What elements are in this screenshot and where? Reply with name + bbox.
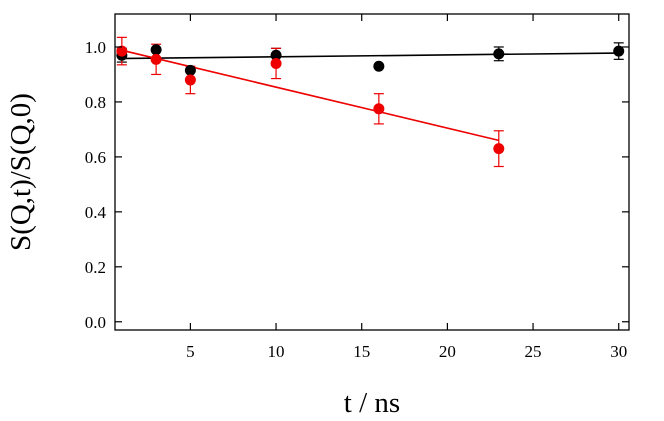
y-tick-label: 0.8	[85, 93, 106, 112]
data-point	[184, 64, 196, 76]
fit-line	[121, 52, 619, 60]
x-tick-label: 30	[610, 342, 627, 361]
data-points	[116, 44, 625, 155]
y-tick-label: 1.0	[85, 38, 106, 57]
x-tick-label: 20	[439, 342, 456, 361]
x-tick-label: 10	[268, 342, 285, 361]
data-point	[270, 57, 282, 69]
x-tick-label: 5	[186, 342, 195, 361]
data-point	[116, 45, 128, 57]
y-tick-label: 0.4	[85, 203, 107, 222]
data-point	[493, 48, 505, 60]
data-point	[184, 74, 196, 86]
y-tick-label: 0.2	[85, 258, 106, 277]
data-point	[150, 44, 162, 56]
x-axis-title: t / ns	[344, 387, 400, 419]
data-point	[373, 60, 385, 72]
data-point	[150, 53, 162, 65]
y-axis: 0.0 0.2 0.4 0.6 0.8 1.0	[85, 38, 629, 332]
x-tick-label: 25	[525, 342, 542, 361]
data-point	[373, 103, 385, 115]
data-point	[270, 49, 282, 61]
x-axis: 5 10 15 20 25 30	[186, 14, 627, 361]
y-axis-title: S(Q,t)/S(Q,0)	[5, 93, 37, 251]
data-point	[613, 45, 625, 57]
y-tick-label: 0.0	[85, 313, 106, 332]
series-fit-lines	[121, 49, 619, 142]
y-tick-label: 0.6	[85, 148, 106, 167]
x-tick-label: 15	[353, 342, 370, 361]
data-point	[493, 143, 505, 155]
error-bars	[116, 36, 624, 168]
fit-line	[121, 49, 499, 142]
plot-frame	[114, 13, 630, 331]
